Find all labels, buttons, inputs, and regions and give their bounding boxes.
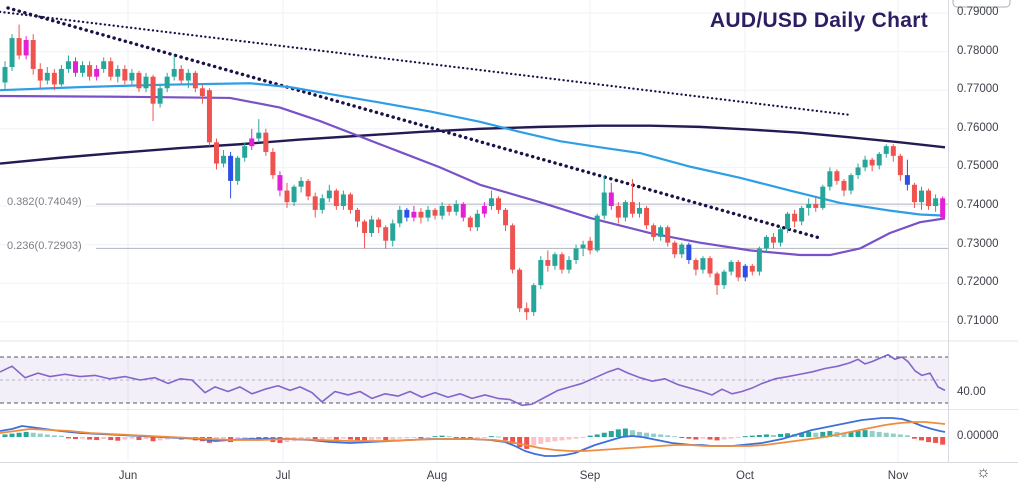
price-axis-label: 0.72000	[957, 276, 999, 289]
time-axis-label: Nov	[887, 470, 909, 482]
chart-title: AUD/USD Daily Chart	[709, 9, 928, 32]
fib-level-label-382: 0.382(0.74049)	[7, 196, 85, 209]
price-axis-label: 0.74000	[957, 199, 999, 211]
time-axis-label: Aug	[426, 470, 448, 482]
time-axis-label: Jul	[275, 470, 291, 482]
price-axis-label: 0.75000	[957, 160, 999, 173]
time-axis-label: Sep	[579, 470, 601, 482]
price-axis-label: 0.73000	[957, 237, 999, 250]
price-axis-label: 0.77000	[957, 83, 999, 96]
fib-level-label-236: 0.236(0.72903)	[7, 240, 85, 253]
price-axis-label: 0.79000	[957, 6, 999, 18]
time-axis-label: Oct	[736, 470, 754, 482]
price-axis-label: 0.71000	[957, 314, 999, 327]
time-axis[interactable]: Jun Jul Aug Sep Oct Nov	[0, 463, 1018, 489]
time-axis-label: Jun	[118, 470, 138, 482]
price-axis-label: 0.76000	[957, 121, 999, 134]
settings-gear-icon[interactable]: ☼	[976, 464, 991, 481]
macd-value-label: 0.00000	[957, 430, 999, 442]
price-axis-label: 0.78000	[957, 44, 999, 57]
price-axis[interactable]: 0.79000 0.78000 0.77000 0.76000 0.75000 0.740…	[952, 0, 1018, 462]
rsi-value-label: 40.00	[957, 385, 986, 398]
